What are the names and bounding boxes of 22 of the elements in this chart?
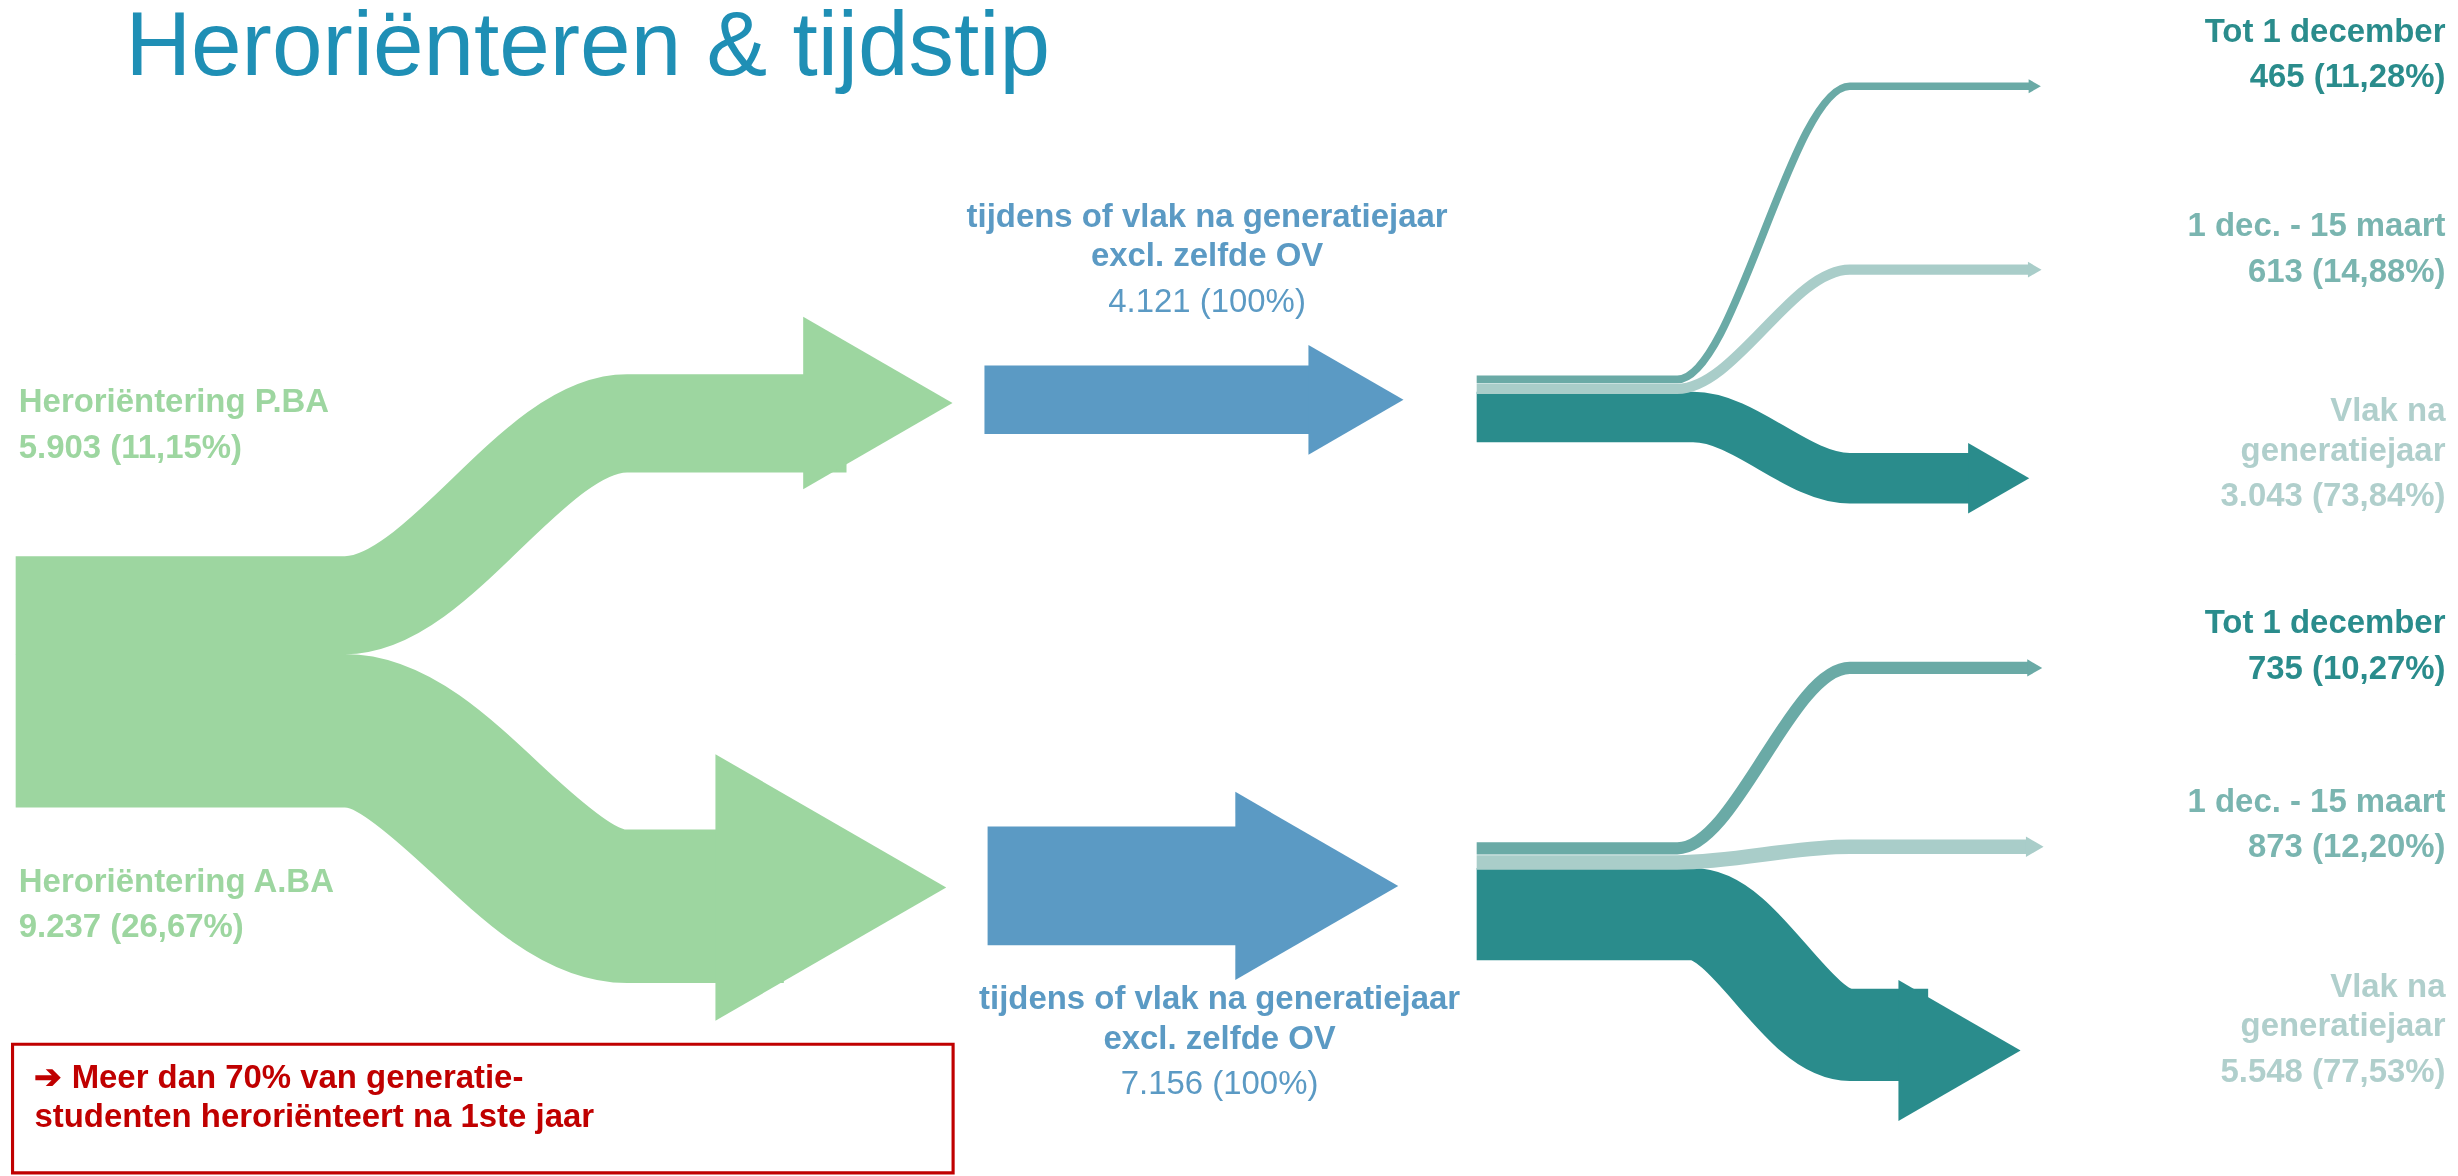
category-label: Tot 1 december bbox=[2204, 11, 2446, 49]
category-label: 1 dec. - 15 maart bbox=[2187, 781, 2446, 819]
category-label: tijdens of vlak na generatiejaar excl. zelfde OV bbox=[966, 196, 1448, 274]
category-label: tijdens of vlak na generatiejaar excl. zelfde OV bbox=[979, 979, 1461, 1056]
data-label: 873 (12,20%) bbox=[2247, 827, 2446, 865]
data-label: 3.043 (73,84%) bbox=[2220, 476, 2446, 514]
text: Heroriënteren & tijdstip bbox=[125, 0, 1051, 95]
data-label: 735 (10,27%) bbox=[2247, 648, 2446, 686]
category-label: Vlak na generatiejaar bbox=[2240, 391, 2447, 468]
data-label: 5.548 (77,53%) bbox=[2220, 1051, 2446, 1089]
category-label: Tot 1 december bbox=[2204, 602, 2446, 640]
category-label: Heroriëntering P.BA bbox=[18, 381, 330, 419]
data-label: 7.156 (100%) bbox=[1120, 1064, 1319, 1102]
category-label: Heroriëntering A.BA bbox=[18, 861, 334, 899]
category-label: 1 dec. - 15 maart bbox=[2187, 206, 2446, 244]
data-label: 465 (11,28%) bbox=[2249, 57, 2446, 95]
data-label: 5.903 (11,15%) bbox=[18, 427, 243, 465]
category-label: Vlak na generatiejaar bbox=[2240, 966, 2447, 1044]
data-label: 9.237 (26,67%) bbox=[18, 907, 244, 945]
data-label: 613 (14,88%) bbox=[2247, 251, 2446, 289]
text: ➔ Meer dan 70% van generatie- studenten heroriënteert na 1ste jaar bbox=[34, 1057, 595, 1135]
data-label: 4.121 (100%) bbox=[1108, 282, 1306, 319]
